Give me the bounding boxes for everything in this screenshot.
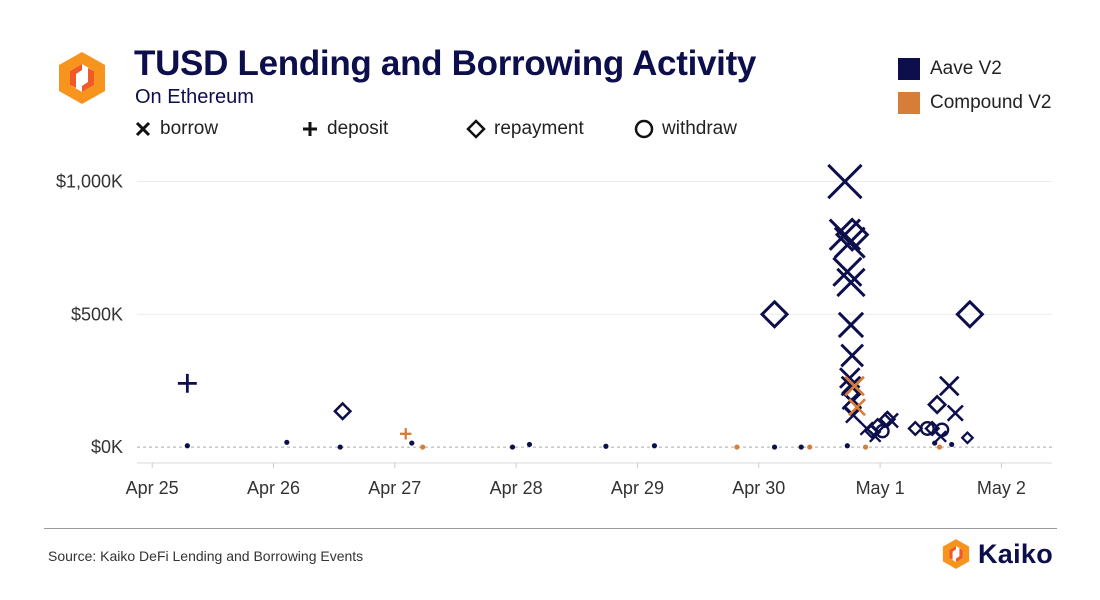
legend-label-withdraw: withdraw <box>662 118 737 139</box>
point-borrow <box>828 218 862 251</box>
point-withdraw <box>875 423 890 439</box>
x-tick-label: Apr 30 <box>732 478 785 498</box>
y-tick-label: $0K <box>91 437 123 457</box>
point-borrow <box>827 163 863 200</box>
point-withdraw <box>409 440 415 446</box>
point-repayment <box>337 444 343 450</box>
point-withdraw <box>526 441 533 448</box>
brand: Kaiko <box>940 538 1053 570</box>
point-repayment <box>907 420 924 437</box>
compound-swatch <box>898 92 920 114</box>
point-borrow <box>848 398 866 417</box>
point-borrow <box>938 375 960 397</box>
point-deposit <box>399 428 412 440</box>
point-repayment <box>878 410 897 429</box>
point-withdraw <box>807 444 813 450</box>
legend-label-aave: Aave V2 <box>930 58 1002 79</box>
legend-item-compound: Compound V2 <box>898 86 1051 120</box>
series-legend: Aave V2 Compound V2 <box>898 52 1051 120</box>
point-repayment <box>603 443 609 449</box>
x-tick-label: May 2 <box>977 478 1026 498</box>
point-withdraw <box>771 444 778 450</box>
circle-mark-icon <box>634 119 654 139</box>
legend-item-repayment: repayment <box>466 116 584 142</box>
point-repayment <box>927 394 948 415</box>
x-axis: Apr 25 Apr 26 Apr 27 Apr 28 Apr 29 Apr 30 May … <box>126 462 1052 498</box>
point-borrow <box>832 256 863 287</box>
y-tick-label: $1,000K <box>56 172 123 192</box>
y-tick-label: $500K <box>71 304 123 324</box>
point-withdraw <box>420 444 426 450</box>
footer-divider <box>44 528 1057 529</box>
legend-label-repayment: repayment <box>494 118 584 139</box>
point-borrow <box>934 430 947 443</box>
point-borrow <box>844 375 865 397</box>
point-withdraw <box>284 439 290 445</box>
legend-item-withdraw: withdraw <box>634 116 737 142</box>
x-tick-label: Apr 26 <box>247 478 300 498</box>
chart-subtitle: On Ethereum <box>135 86 254 108</box>
point-repayment <box>862 444 869 450</box>
point-deposit <box>936 444 943 450</box>
source-note: Source: Kaiko DeFi Lending and Borrowing… <box>48 548 364 564</box>
point-withdraw <box>919 420 935 436</box>
point-deposit <box>177 373 197 393</box>
x-tick-label: Apr 27 <box>368 478 421 498</box>
legend-label-compound: Compound V2 <box>930 92 1052 113</box>
kaiko-brand-icon <box>942 539 970 569</box>
point-borrow <box>836 267 866 298</box>
x-tick-label: May 1 <box>856 478 905 498</box>
point-withdraw <box>651 443 658 449</box>
data-marks <box>177 163 985 450</box>
legend-item-deposit: deposit <box>301 116 388 142</box>
point-repayment <box>759 299 790 329</box>
point-deposit <box>949 441 955 448</box>
x-mark-icon <box>135 121 151 137</box>
legend-item-aave: Aave V2 <box>898 52 1051 86</box>
shape-legend: borrow deposit repayment withdraw <box>0 116 1100 142</box>
plus-mark-icon <box>303 122 317 136</box>
point-repayment <box>960 430 975 445</box>
point-repayment <box>333 401 353 421</box>
aave-swatch <box>898 58 920 80</box>
kaiko-logo-icon <box>59 52 105 104</box>
point-withdraw <box>184 443 190 449</box>
point-repayment <box>955 299 985 329</box>
x-tick-label: Apr 25 <box>126 478 179 498</box>
point-repayment <box>834 217 870 252</box>
point-borrow <box>840 343 865 368</box>
legend-label-borrow: borrow <box>160 118 219 139</box>
point-borrow <box>837 311 865 339</box>
point-borrow <box>883 412 899 429</box>
point-withdraw <box>734 444 740 450</box>
chart-title: TUSD Lending and Borrowing Activity <box>134 44 757 83</box>
point-repayment <box>509 444 516 450</box>
brand-name: Kaiko <box>978 538 1054 569</box>
legend-label-deposit: deposit <box>327 118 389 139</box>
grid: $0K $500K $1,000K <box>56 172 1052 457</box>
point-borrow <box>798 444 804 450</box>
diamond-mark-icon <box>466 119 486 139</box>
x-tick-label: Apr 28 <box>490 478 543 498</box>
x-tick-label: Apr 29 <box>611 478 664 498</box>
point-borrow <box>844 443 850 449</box>
legend-item-borrow: borrow <box>134 116 218 142</box>
point-borrow <box>946 404 964 422</box>
